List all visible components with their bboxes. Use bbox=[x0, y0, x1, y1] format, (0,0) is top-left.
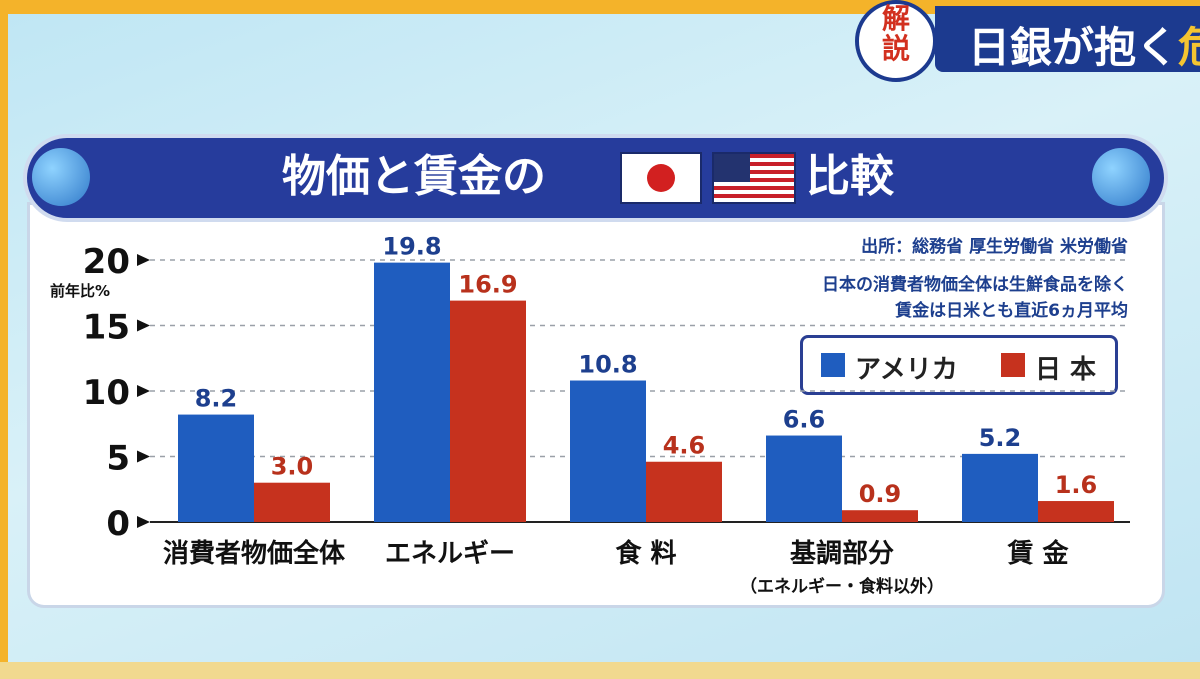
wage-note: 賃金は日米とも直近6ヵ月平均 bbox=[895, 301, 1128, 321]
usa-flag-canton bbox=[714, 154, 750, 182]
chart-title-suffix: 比較 bbox=[806, 151, 894, 202]
commentary-badge: 解 説 bbox=[855, 0, 937, 82]
legend-swatch-usa bbox=[821, 353, 845, 377]
badge-top-char: 解 bbox=[881, 2, 910, 35]
badge-bottom-char: 説 bbox=[881, 32, 910, 65]
cpi-note: 日本の消費者物価全体は生鮮食品を除く bbox=[822, 275, 1128, 295]
source-note: 出所：総務省 厚生労働省 米労働省 bbox=[861, 237, 1128, 257]
header-bar bbox=[935, 6, 1200, 72]
header-title-text: 日銀が抱く bbox=[968, 23, 1179, 72]
chart-title-bar bbox=[27, 138, 1164, 218]
legend-label-japan: 日 本 bbox=[1035, 355, 1097, 385]
header-title: 日銀が抱く危 bbox=[968, 14, 1200, 75]
chart-title: 物価と賃金の bbox=[282, 151, 546, 202]
title-bar-left-circle bbox=[32, 148, 90, 206]
left-frame-stripe bbox=[0, 0, 8, 679]
usa-flag-icon bbox=[712, 152, 796, 204]
japan-flag-icon bbox=[620, 152, 702, 204]
legend-label-usa: アメリカ bbox=[855, 355, 958, 385]
header-title-cut: 危 bbox=[1178, 23, 1200, 72]
legend-swatch-japan bbox=[1001, 353, 1025, 377]
chart-legend: アメリカ 日 本 bbox=[800, 335, 1118, 395]
title-bar-right-circle bbox=[1092, 148, 1150, 206]
bottom-frame-stripe bbox=[0, 662, 1200, 679]
chart-panel bbox=[30, 205, 1162, 605]
japan-flag-sun bbox=[647, 164, 675, 192]
